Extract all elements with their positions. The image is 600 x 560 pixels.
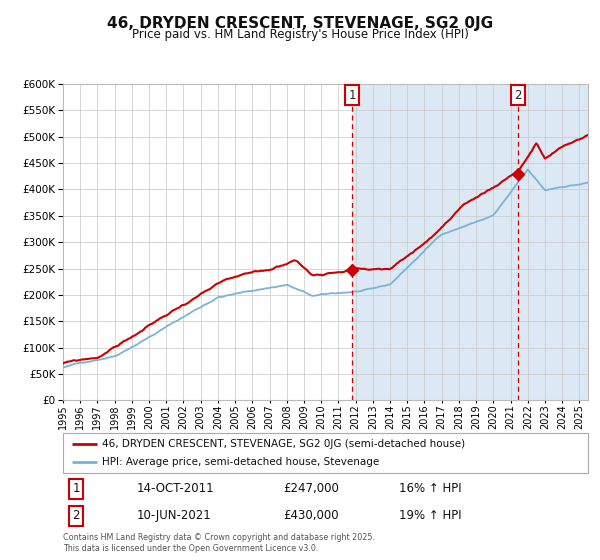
FancyBboxPatch shape — [63, 433, 588, 473]
Text: HPI: Average price, semi-detached house, Stevenage: HPI: Average price, semi-detached house,… — [103, 458, 380, 467]
Text: 14-OCT-2011: 14-OCT-2011 — [137, 482, 214, 496]
Text: 10-JUN-2021: 10-JUN-2021 — [137, 509, 211, 522]
Text: 16% ↑ HPI: 16% ↑ HPI — [399, 482, 461, 496]
Text: 2: 2 — [514, 88, 522, 101]
Text: 1: 1 — [348, 88, 356, 101]
Text: 19% ↑ HPI: 19% ↑ HPI — [399, 509, 461, 522]
Text: 46, DRYDEN CRESCENT, STEVENAGE, SG2 0JG: 46, DRYDEN CRESCENT, STEVENAGE, SG2 0JG — [107, 16, 493, 31]
Text: Price paid vs. HM Land Registry's House Price Index (HPI): Price paid vs. HM Land Registry's House … — [131, 28, 469, 41]
Text: 2: 2 — [73, 509, 80, 522]
Text: 46, DRYDEN CRESCENT, STEVENAGE, SG2 0JG (semi-detached house): 46, DRYDEN CRESCENT, STEVENAGE, SG2 0JG … — [103, 439, 466, 449]
Text: Contains HM Land Registry data © Crown copyright and database right 2025.
This d: Contains HM Land Registry data © Crown c… — [63, 533, 375, 553]
Text: £430,000: £430,000 — [284, 509, 339, 522]
Text: 1: 1 — [73, 482, 80, 496]
Bar — [352, 84, 588, 400]
Text: £247,000: £247,000 — [284, 482, 340, 496]
